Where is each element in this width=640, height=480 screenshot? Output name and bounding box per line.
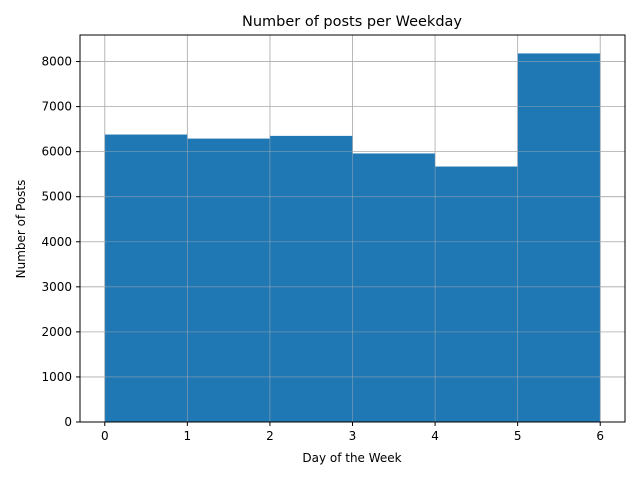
y-tick-label: 4000: [41, 235, 72, 249]
y-tick-label: 7000: [41, 100, 72, 114]
y-tick-label: 5000: [41, 190, 72, 204]
histogram-bar: [517, 53, 601, 423]
histogram-bar: [104, 134, 188, 423]
x-tick-label: 5: [514, 429, 522, 443]
x-axis-label: Day of the Week: [302, 451, 401, 465]
y-tick-label: 3000: [41, 280, 72, 294]
y-tick-label: 2000: [41, 325, 72, 339]
x-tick-label: 3: [349, 429, 357, 443]
y-tick-label: 1000: [41, 370, 72, 384]
x-tick-label: 4: [431, 429, 439, 443]
histogram-bar: [187, 138, 270, 422]
chart-title: Number of posts per Weekday: [242, 14, 462, 30]
bars-layer: [104, 53, 601, 423]
y-tick-label: 8000: [41, 55, 72, 69]
x-tick-label: 6: [596, 429, 604, 443]
y-tick-label: 0: [64, 415, 72, 429]
histogram-bar: [269, 135, 353, 422]
y-tick-label: 6000: [41, 145, 72, 159]
x-tick-label: 0: [101, 429, 109, 443]
ticks-layer: 0 1 2 3 4 5 6 0 1000 2000 3000 4000 5000 6000 7000 8000: [41, 55, 604, 443]
x-tick-label: 2: [266, 429, 274, 443]
histogram-bar: [352, 153, 436, 422]
x-tick-label: 1: [184, 429, 192, 443]
histogram-bar: [435, 166, 518, 422]
y-axis-label: Number of Posts: [14, 180, 28, 279]
